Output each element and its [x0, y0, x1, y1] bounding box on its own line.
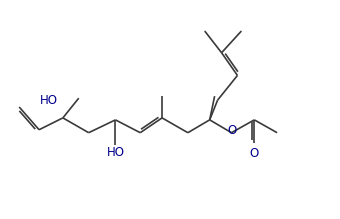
Text: HO: HO	[106, 146, 124, 159]
Text: O: O	[228, 124, 237, 137]
Text: HO: HO	[40, 94, 58, 107]
Text: O: O	[250, 147, 259, 159]
